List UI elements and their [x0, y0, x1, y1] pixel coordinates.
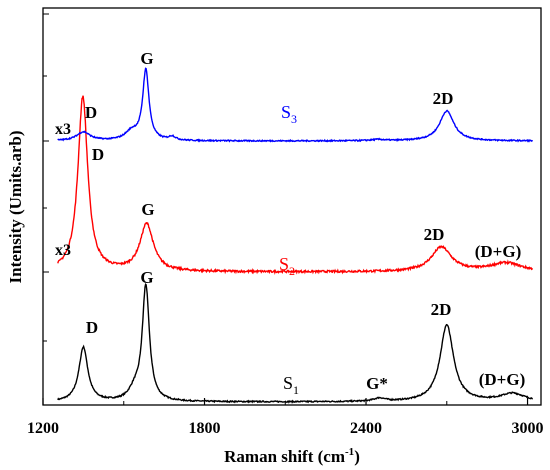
annotation-g-label: G: [141, 200, 154, 219]
annotation-2d-label: 2D: [433, 89, 454, 108]
annotation-d-label: D: [92, 145, 104, 164]
annotation-x3-label: x3: [55, 242, 71, 259]
plot-lines: [57, 67, 534, 404]
series-label-s2: S2: [279, 254, 295, 278]
annotation-g-label: G: [140, 268, 153, 287]
annotation-x3-label: x3: [55, 121, 71, 138]
annotation-g-label: G: [140, 49, 153, 68]
annotation-2d-label: 2D: [424, 225, 445, 244]
annotation-dg-label: (D+G): [479, 370, 526, 389]
x-tick-label: 2400: [350, 420, 382, 437]
annotation-2d-label: 2D: [431, 300, 452, 319]
peak-annotations: D G 2D x3 D G 2D (D+G) x3 D G G* 2D (D+G): [55, 49, 525, 393]
series-line-1: [57, 283, 534, 404]
series-line-3: [57, 67, 533, 143]
x-tick-label: 1200: [27, 420, 59, 437]
annotation-dg-label: (D+G): [475, 242, 522, 261]
y-axis-title: Intensity (Umits.arb): [6, 131, 25, 284]
x-tick-label: 1800: [189, 420, 221, 437]
series-label-s1: S1: [283, 373, 299, 397]
plot-frame: [42, 7, 542, 406]
annotation-d-label: D: [86, 318, 98, 337]
annotation-g-label: G*: [366, 374, 388, 393]
x-axis-title: Raman shift (cm-1): [224, 446, 360, 466]
x-tick-label: 3000: [512, 420, 544, 437]
series-labels: S1 S2 S3: [279, 102, 299, 397]
annotation-d-label: D: [85, 103, 97, 122]
series-line-2: [57, 95, 534, 275]
series-label-s3: S3: [281, 102, 297, 126]
axis-ticks: 1200 1800 2400 3000: [27, 13, 544, 437]
